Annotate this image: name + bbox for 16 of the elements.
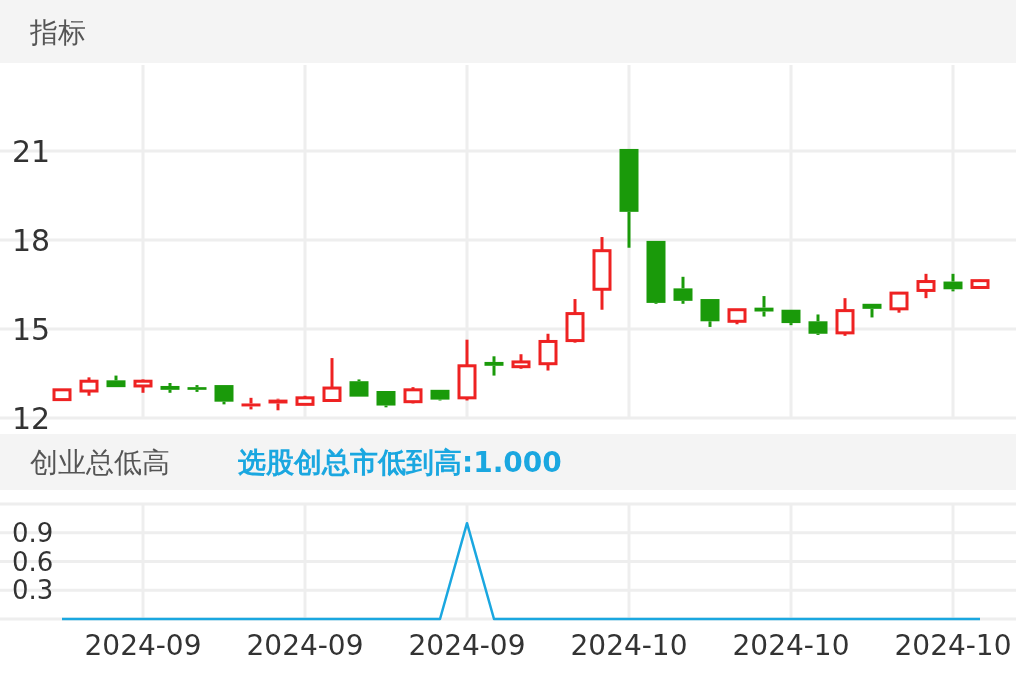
x-tick-label: 2024-09 — [408, 629, 526, 662]
x-tick-label: 2024-10 — [894, 629, 1012, 662]
y-tick-label: 15 — [12, 311, 51, 347]
text: 选股创总市低到高:1.000 — [237, 446, 562, 479]
y-tick-label: 0.6 — [12, 546, 54, 577]
x-tick-label: 2024-09 — [84, 629, 202, 662]
x-tick-label: 2024-09 — [246, 629, 364, 662]
x-tick-label: 2024-10 — [732, 629, 850, 662]
y-tick-label: 0.9 — [12, 517, 54, 548]
y-tick-label: 21 — [12, 133, 51, 169]
chart-title: 指标 — [29, 15, 86, 49]
y-tick-label: 0.3 — [12, 575, 54, 606]
y-tick-label: 18 — [12, 222, 51, 258]
y-tick-label: 12 — [12, 400, 51, 436]
x-tick-label: 2024-10 — [570, 629, 688, 662]
chart-title: 创业总低高 — [30, 446, 170, 479]
